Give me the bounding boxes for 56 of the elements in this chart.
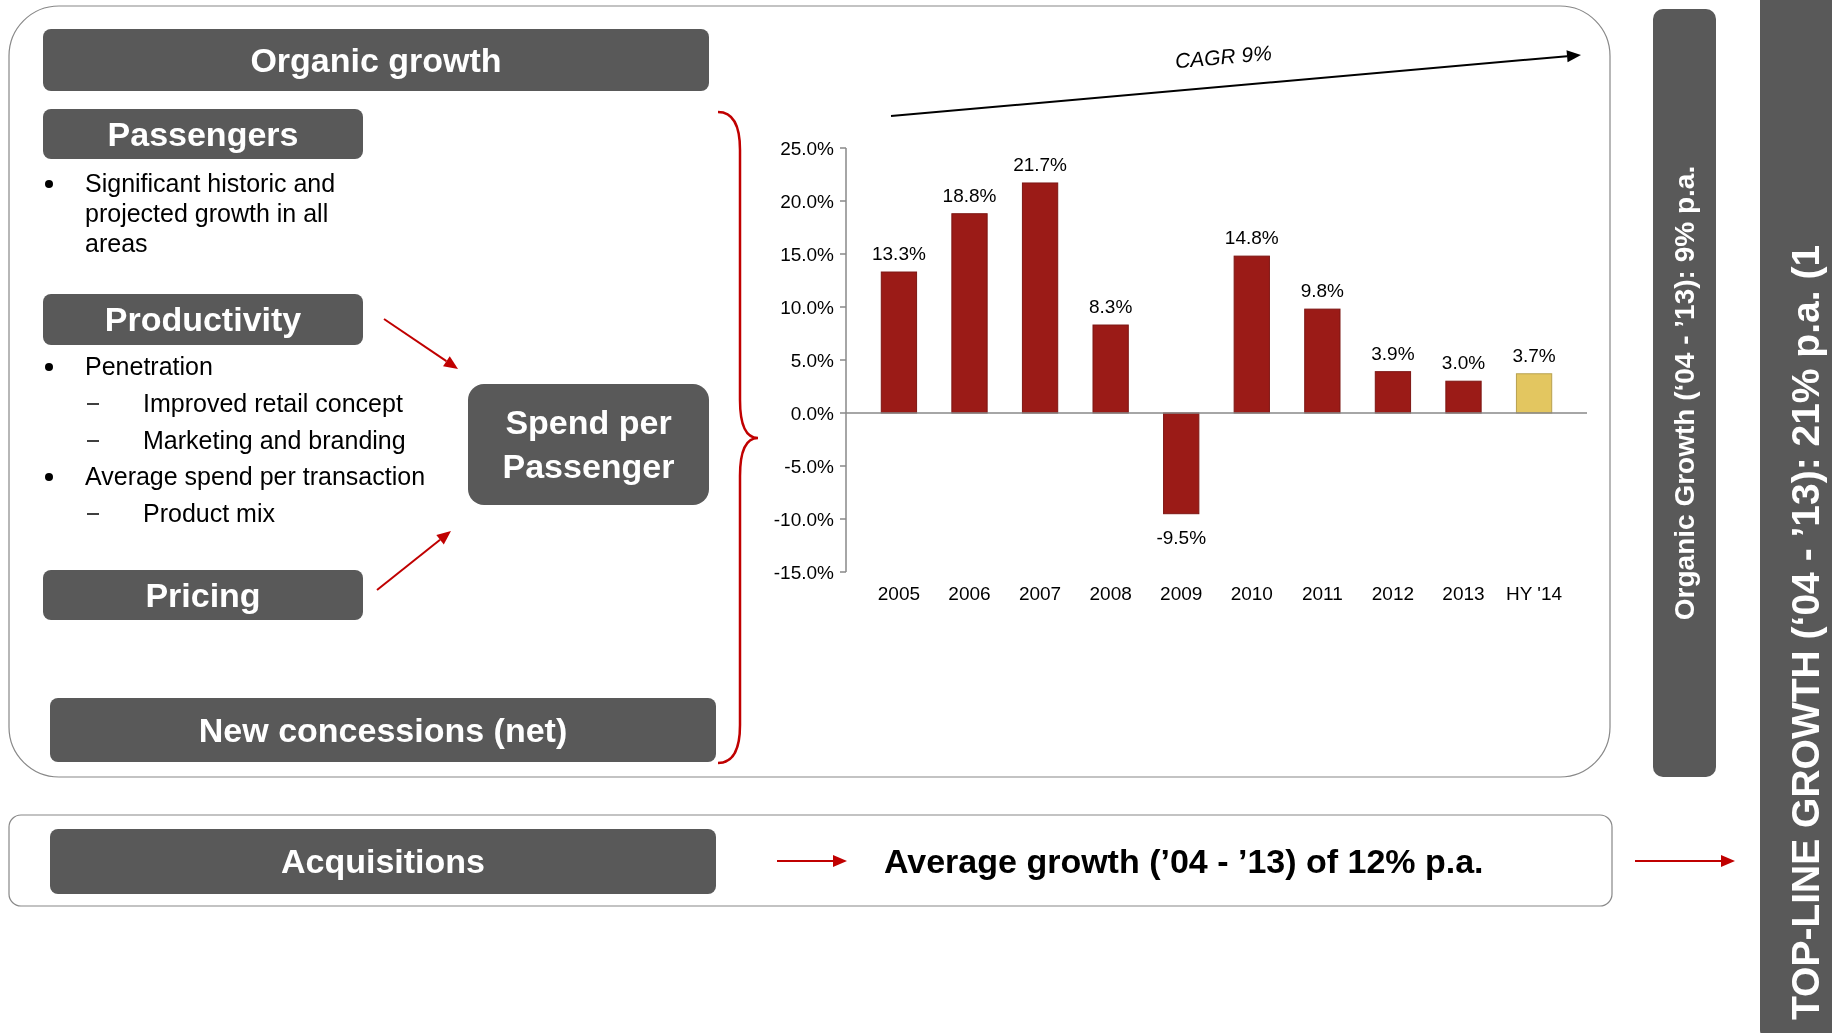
bar [1515, 373, 1553, 414]
data-label: 3.7% [1512, 344, 1556, 366]
data-label: 18.8% [942, 184, 997, 206]
data-label: 14.8% [1224, 227, 1279, 249]
x-tick-label: 2005 [877, 583, 921, 604]
text: Pricing [145, 575, 261, 614]
text: Improved retail concept [143, 389, 403, 417]
y-tick-label: 5.0% [790, 349, 835, 371]
data-label: 21.7% [1013, 153, 1068, 175]
y-tick-label: -15.0% [773, 561, 835, 583]
y-tick-label: -10.0% [773, 508, 835, 530]
data-label: -9.5% [1156, 526, 1207, 548]
data-label: 13.3% [871, 243, 926, 265]
x-tick-label: HY '14 [1506, 583, 1563, 604]
bar [1374, 371, 1412, 414]
bar [1163, 412, 1200, 515]
data-label: 3.0% [1441, 352, 1486, 374]
text: Product mix [143, 499, 276, 527]
text: TOP-LINE GROWTH (‘04 - ’13): 21% p.a. (1 [1783, 244, 1827, 1020]
x-tick-label: 2009 [1160, 583, 1203, 604]
bar [1304, 308, 1341, 414]
text: Acquisitions [280, 842, 486, 881]
data-label: 8.3% [1088, 296, 1133, 318]
y-tick-label: 20.0% [780, 190, 835, 212]
text: CAGR 9% [1174, 40, 1273, 73]
text: Spend per Passenger [502, 403, 675, 486]
bar [880, 271, 918, 414]
x-tick-label: 2008 [1089, 583, 1132, 604]
bar [1021, 182, 1059, 414]
text: Productivity [104, 300, 302, 339]
y-tick-label: 0.0% [790, 402, 835, 424]
y-tick-label: 15.0% [780, 243, 835, 265]
text: Average growth (’04 - ’13) of 12% p.a. [884, 842, 1484, 880]
bar [951, 213, 988, 414]
x-tick-label: 2006 [948, 583, 991, 604]
text: Penetration [85, 352, 213, 380]
x-tick-label: 2011 [1301, 583, 1343, 604]
text: Marketing and branding [143, 426, 406, 454]
text: Organic Growth (‘04 - ’13): 9% p.a. [1669, 165, 1701, 621]
x-tick-label: 2012 [1371, 583, 1415, 604]
x-tick-label: 2013 [1442, 583, 1485, 604]
y-tick-label: 10.0% [780, 296, 835, 318]
y-tick-label: 25.0% [780, 137, 835, 159]
x-tick-label: 2010 [1230, 583, 1273, 604]
text: Significant historic and projected growth in all areas [85, 169, 336, 257]
text: Organic growth [250, 40, 502, 79]
data-label: 3.9% [1371, 342, 1415, 364]
y-tick-label: -5.0% [784, 455, 835, 477]
bar [1445, 380, 1482, 414]
bar [1233, 255, 1270, 414]
bar [1092, 324, 1129, 414]
x-tick-label: 2007 [1018, 583, 1062, 604]
text: New concessions (net) [198, 710, 568, 749]
text: Passengers [107, 114, 299, 153]
text: Average spend per transaction [85, 462, 426, 490]
data-label: 9.8% [1300, 280, 1345, 302]
